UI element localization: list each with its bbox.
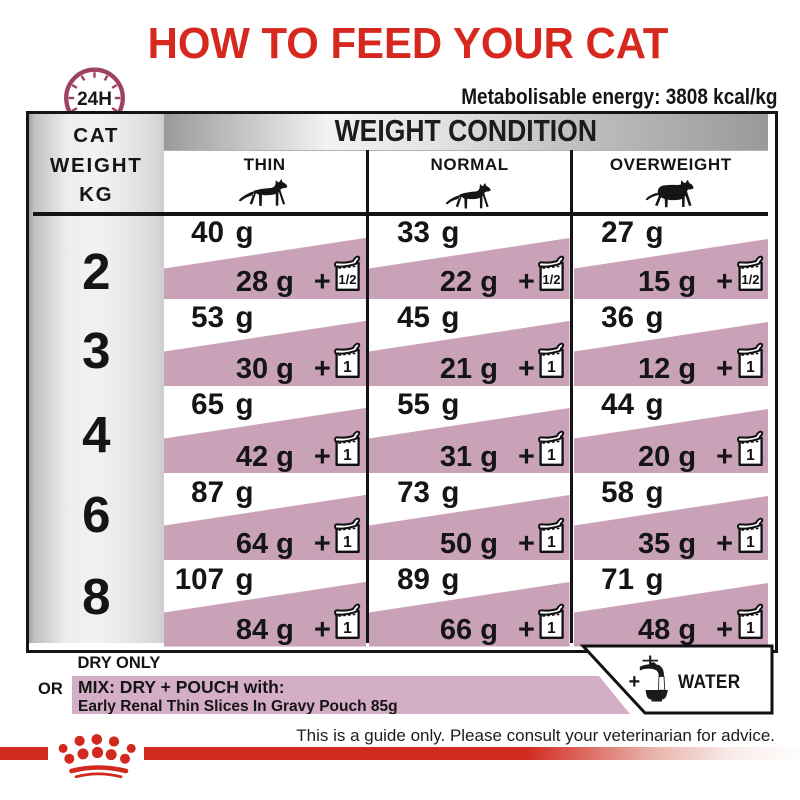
svg-text:1/2: 1/2: [339, 272, 357, 287]
svg-text:1: 1: [547, 620, 556, 637]
svg-text:1: 1: [343, 359, 352, 376]
svg-text:1: 1: [343, 620, 352, 637]
svg-text:1/2: 1/2: [543, 272, 561, 287]
svg-text:1: 1: [746, 359, 755, 376]
svg-text:1: 1: [343, 534, 352, 551]
svg-text:24H: 24H: [77, 89, 112, 110]
svg-text:1: 1: [746, 447, 755, 464]
svg-text:1: 1: [547, 447, 556, 464]
svg-text:1: 1: [746, 620, 755, 637]
svg-text:1: 1: [547, 534, 556, 551]
svg-text:1: 1: [547, 359, 556, 376]
svg-text:1/2: 1/2: [741, 272, 759, 287]
svg-text:1: 1: [343, 447, 352, 464]
svg-text:1: 1: [746, 534, 755, 551]
